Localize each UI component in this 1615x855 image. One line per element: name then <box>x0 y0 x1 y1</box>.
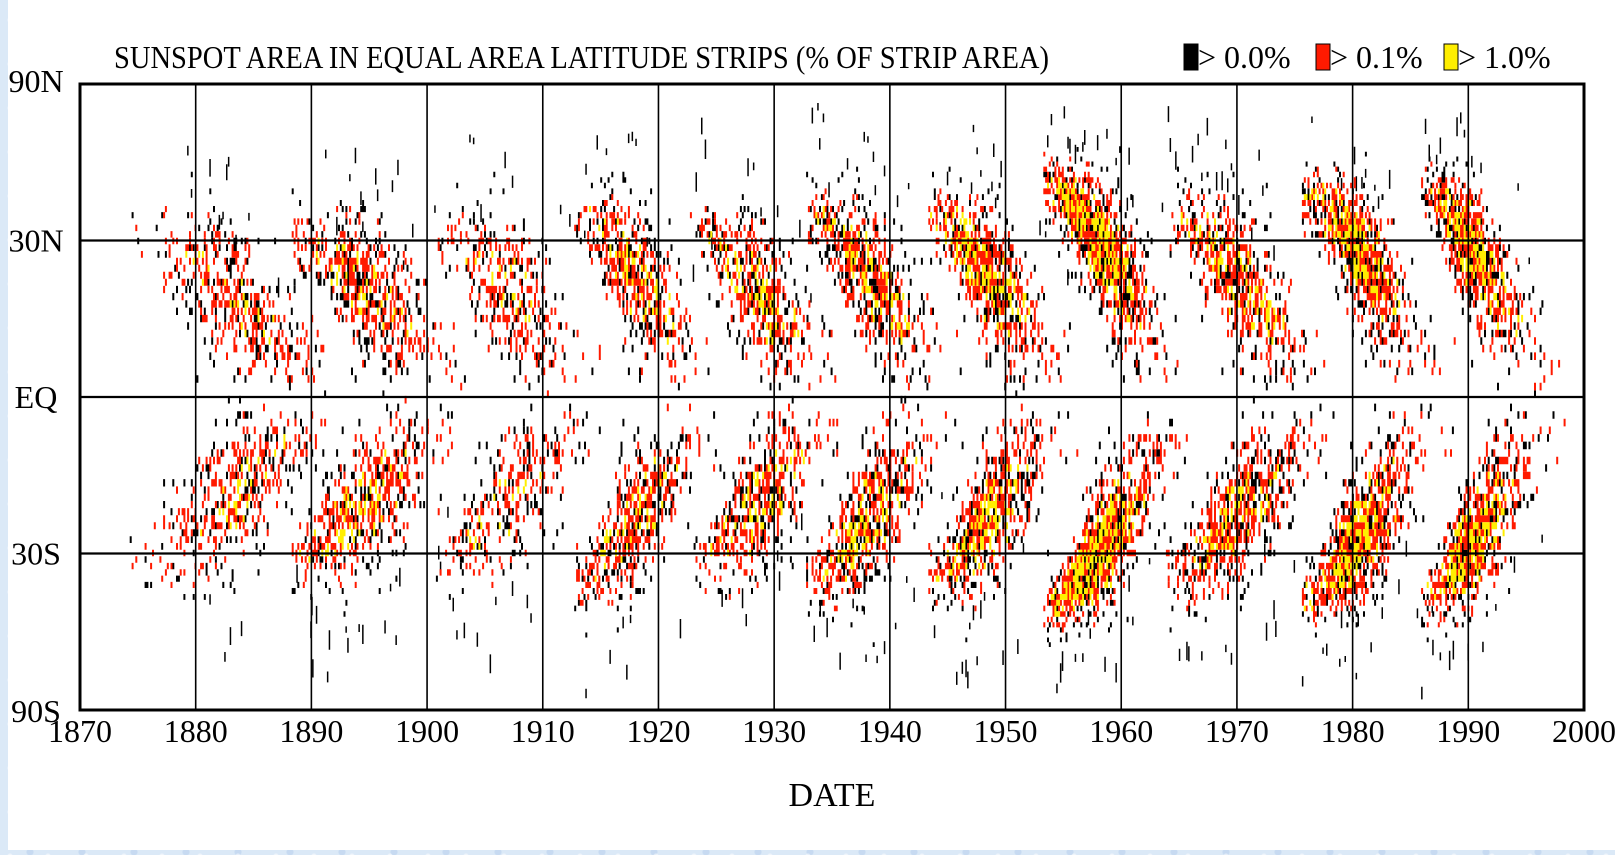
legend-item: > 0.1% <box>1316 39 1423 75</box>
x-tick-label: 1990 <box>1436 713 1500 749</box>
y-tick-label-90n: 90N <box>8 63 63 99</box>
x-tick-label: 1970 <box>1205 713 1269 749</box>
x-tick-label: 1940 <box>858 713 922 749</box>
x-axis: 1870 1880 1890 1900 1910 1920 1930 1940 1950 1960… <box>48 713 1615 749</box>
x-tick-label: 1930 <box>742 713 806 749</box>
legend-swatch <box>1444 44 1458 70</box>
y-tick-label-90s: 90S <box>11 693 61 729</box>
x-tick-label: 1890 <box>279 713 343 749</box>
x-tick-label: 1910 <box>511 713 575 749</box>
x-axis-label: DATE <box>789 777 876 814</box>
x-tick-label: 2000 <box>1552 713 1615 749</box>
chart-title: SUNSPOT AREA IN EQUAL AREA LATITUDE STRI… <box>114 39 1049 75</box>
legend: > 0.0% > 0.1% > 1.0% <box>1184 39 1551 75</box>
legend-label: > 0.1% <box>1330 39 1423 75</box>
x-tick-label: 1960 <box>1089 713 1153 749</box>
x-tick-label: 1950 <box>974 713 1038 749</box>
legend-swatch <box>1184 44 1198 70</box>
x-tick-label: 1920 <box>626 713 690 749</box>
y-tick-label-eq: EQ <box>15 379 58 415</box>
x-tick-label: 1900 <box>395 713 459 749</box>
y-tick-label-30n: 30N <box>8 223 63 259</box>
legend-item: > 1.0% <box>1444 39 1551 75</box>
legend-label: > 0.0% <box>1198 39 1291 75</box>
legend-item: > 0.0% <box>1184 39 1291 75</box>
x-tick-label: 1880 <box>164 713 228 749</box>
chart-panel: SUNSPOT AREA IN EQUAL AREA LATITUDE STRI… <box>8 0 1615 850</box>
x-tick-label: 1980 <box>1321 713 1385 749</box>
legend-swatch <box>1316 44 1330 70</box>
butterfly-chart: SUNSPOT AREA IN EQUAL AREA LATITUDE STRI… <box>8 0 1615 850</box>
y-axis: 90N 30N EQ 30S 90S <box>8 63 63 729</box>
legend-label: > 1.0% <box>1458 39 1551 75</box>
y-tick-label-30s: 30S <box>11 536 61 572</box>
